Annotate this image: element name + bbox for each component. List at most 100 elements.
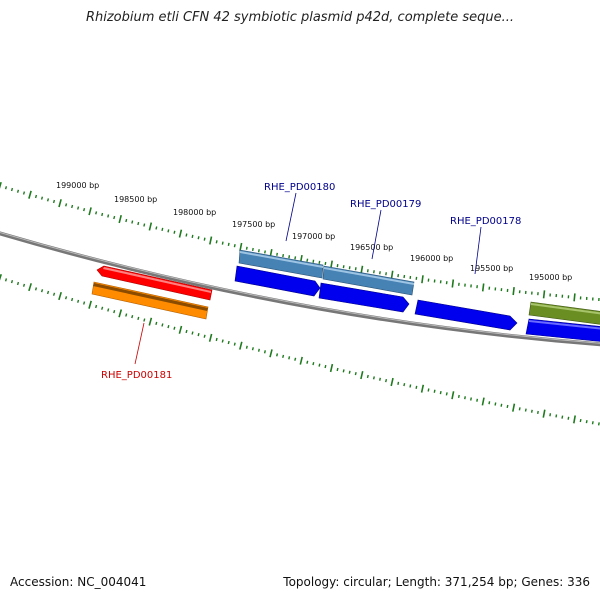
ruler-minor-tick bbox=[125, 313, 128, 317]
ruler-minor-tick bbox=[397, 273, 400, 278]
ruler-minor-tick bbox=[464, 396, 466, 400]
ruler-major-tick bbox=[512, 403, 516, 412]
ruler-minor-tick bbox=[107, 308, 110, 312]
ruler-minor-tick bbox=[4, 278, 8, 282]
ruler-minor-tick bbox=[366, 269, 369, 273]
ruler-minor-tick bbox=[34, 194, 38, 199]
genome-summary: Topology: circular; Length: 371,254 bp; … bbox=[283, 575, 590, 589]
cds-feature-blue-3[interactable] bbox=[414, 299, 518, 331]
ruler-minor-tick bbox=[427, 388, 430, 392]
ruler-major-tick bbox=[118, 214, 122, 224]
ruler-minor-tick bbox=[185, 233, 188, 237]
ruler-minor-tick bbox=[488, 401, 491, 405]
ruler-minor-tick bbox=[143, 223, 146, 227]
cds-feature-steelblue-1[interactable] bbox=[238, 249, 324, 279]
ruler-major-tick bbox=[421, 275, 424, 284]
ruler-minor-tick bbox=[282, 253, 285, 258]
ruler-minor-tick bbox=[500, 403, 503, 407]
gene-label[interactable]: RHE_PD00178 bbox=[450, 216, 521, 227]
cds-feature-olive[interactable] bbox=[528, 301, 600, 325]
ruler-minor-tick bbox=[348, 266, 351, 270]
ruler-minor-tick bbox=[161, 323, 164, 327]
ruler-minor-tick bbox=[71, 204, 74, 209]
ruler-minor-tick bbox=[83, 208, 86, 212]
ruler-minor-tick bbox=[197, 333, 200, 337]
ruler-major-tick bbox=[299, 356, 303, 365]
cds-feature-blue-2[interactable] bbox=[318, 282, 410, 313]
ruler-minor-tick bbox=[143, 318, 146, 322]
ruler-minor-tick bbox=[549, 413, 552, 417]
ruler-minor-tick bbox=[251, 247, 254, 252]
ruler-major-tick bbox=[58, 199, 62, 208]
ruler-minor-tick bbox=[125, 218, 128, 223]
ruler-minor-tick bbox=[385, 378, 388, 383]
leader-line bbox=[134, 322, 145, 365]
ruler-minor-tick bbox=[215, 337, 218, 342]
ruler-minor-tick bbox=[530, 409, 533, 413]
ruler-minor-tick bbox=[415, 385, 418, 389]
ruler-minor-tick bbox=[227, 242, 230, 247]
ruler-minor-tick bbox=[83, 301, 86, 305]
ruler-minor-tick bbox=[22, 191, 26, 195]
ruler-minor-tick bbox=[379, 271, 381, 275]
cds-feature-blue-4[interactable] bbox=[525, 318, 600, 342]
ruler-label: 195500 bp bbox=[470, 264, 513, 273]
ruler-minor-tick bbox=[348, 370, 351, 374]
ruler-minor-tick bbox=[433, 389, 436, 393]
ruler-minor-tick bbox=[288, 255, 291, 259]
ruler-minor-tick bbox=[77, 206, 80, 210]
ruler-major-tick bbox=[88, 207, 92, 216]
ruler-minor-tick bbox=[470, 397, 472, 401]
ruler-minor-tick bbox=[366, 374, 369, 379]
ruler-major-tick bbox=[573, 293, 576, 302]
ruler-minor-tick bbox=[46, 290, 50, 295]
ruler-minor-tick bbox=[264, 250, 266, 254]
ruler-minor-tick bbox=[476, 398, 479, 402]
ruler-minor-tick bbox=[257, 249, 260, 253]
ruler-minor-tick bbox=[101, 212, 104, 217]
ruler-major-tick bbox=[148, 317, 153, 326]
ruler-minor-tick bbox=[276, 353, 279, 357]
cds-feature-red[interactable] bbox=[96, 265, 213, 301]
ruler-minor-tick bbox=[22, 283, 26, 287]
ruler-minor-tick bbox=[16, 281, 20, 286]
ruler-major-tick bbox=[481, 397, 485, 406]
ruler-minor-tick bbox=[113, 215, 116, 220]
ruler-minor-tick bbox=[263, 350, 266, 354]
plasmid-backbone-highlight bbox=[0, 231, 600, 344]
cds-feature-blue-1[interactable] bbox=[234, 265, 321, 297]
ruler-minor-tick bbox=[579, 418, 582, 423]
ruler-minor-tick bbox=[403, 383, 406, 387]
ruler-minor-tick bbox=[342, 369, 345, 373]
ruler-minor-tick bbox=[354, 372, 357, 376]
ruler-label: 198000 bp bbox=[173, 208, 216, 217]
cds-feature-steelblue-1-highlight bbox=[240, 251, 323, 268]
ruler-major-tick bbox=[178, 229, 183, 238]
ruler-minor-tick bbox=[4, 186, 8, 190]
ruler-minor-tick bbox=[95, 211, 98, 215]
ruler-minor-tick bbox=[494, 402, 497, 406]
ruler-major-tick bbox=[420, 384, 425, 393]
ruler-minor-tick bbox=[46, 198, 50, 202]
ruler-minor-tick bbox=[324, 364, 327, 369]
ruler-minor-tick bbox=[233, 244, 236, 248]
ruler-minor-tick bbox=[10, 280, 14, 284]
ruler-minor-tick bbox=[276, 252, 278, 256]
ruler-minor-tick bbox=[34, 287, 38, 291]
ruler-minor-tick bbox=[282, 354, 285, 358]
ruler-label: 198500 bp bbox=[114, 195, 157, 204]
leader-line bbox=[285, 192, 297, 242]
ruler-minor-tick bbox=[597, 422, 600, 426]
ruler-minor-tick bbox=[245, 246, 248, 250]
ruler-minor-tick bbox=[203, 237, 206, 241]
ruler-minor-tick bbox=[312, 259, 315, 263]
ruler-label: 199000 bp bbox=[56, 181, 99, 190]
ruler-labels: 199000 bp 198500 bp 198000 bp 197500 bp … bbox=[56, 181, 572, 282]
gene-label[interactable]: RHE_PD00181 bbox=[101, 370, 172, 381]
ruler-major-tick bbox=[269, 349, 273, 358]
gene-label[interactable]: RHE_PD00179 bbox=[350, 199, 421, 210]
ruler-major-tick bbox=[360, 371, 364, 380]
cds-feature-steelblue-2[interactable] bbox=[322, 265, 415, 296]
ruler-minor-tick bbox=[591, 421, 594, 425]
gene-label[interactable]: RHE_PD00180 bbox=[264, 182, 335, 193]
